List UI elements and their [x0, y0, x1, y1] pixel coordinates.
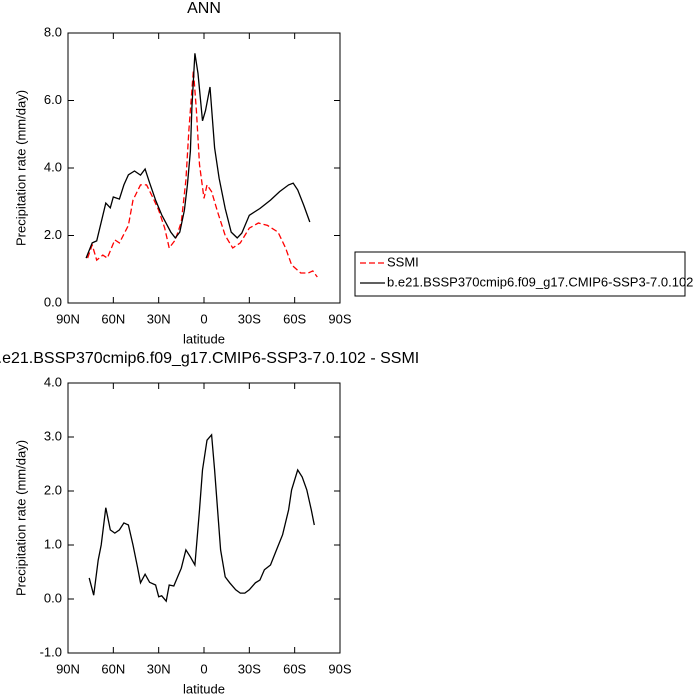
x-tick-label: 60S: [283, 661, 306, 676]
x-tick-label: 30S: [238, 311, 261, 326]
y-tick-label: 2.0: [44, 227, 62, 242]
x-tick-label: 30S: [238, 661, 261, 676]
y-tick-label: 3.0: [44, 428, 62, 443]
x-tick-label: 0: [200, 661, 207, 676]
data-line: [86, 70, 318, 278]
data-line: [88, 433, 315, 603]
plot-frame: [67, 382, 341, 654]
y-tick-label: 1.0: [44, 536, 62, 551]
x-tick-label: 90S: [328, 311, 351, 326]
y-tick-label: 8.0: [44, 24, 62, 39]
x-tick-label: 30N: [147, 311, 171, 326]
y-tick-label: 0.0: [44, 590, 62, 605]
y-axis-label: Precipitation rate (mm/day): [13, 90, 28, 246]
x-tick-label: 60N: [101, 661, 125, 676]
x-tick-label: 90N: [56, 311, 80, 326]
legend-box: [354, 251, 686, 297]
x-tick-label: 60N: [101, 311, 125, 326]
x-tick-label: 90S: [328, 661, 351, 676]
x-tick-label: 30N: [147, 661, 171, 676]
x-tick-label: 0: [200, 311, 207, 326]
chart-title: ANN: [187, 0, 221, 17]
data-line: [85, 53, 311, 259]
y-tick-label: 4.0: [44, 159, 62, 174]
x-axis-label: latitude: [183, 331, 225, 346]
x-tick-label: 60S: [283, 311, 306, 326]
x-axis-label: latitude: [183, 681, 225, 696]
y-tick-label: 0.0: [44, 294, 62, 309]
y-tick-label: -1.0: [40, 644, 62, 659]
y-axis-label: Precipitation rate (mm/day): [13, 440, 28, 596]
y-tick-label: 2.0: [44, 482, 62, 497]
y-tick-label: 4.0: [44, 374, 62, 389]
x-tick-label: 90N: [56, 661, 80, 676]
chart-title: b.e21.BSSP370cmip6.f09_g17.CMIP6-SSP3-7.…: [0, 350, 419, 367]
y-tick-label: 6.0: [44, 92, 62, 107]
plot-frame: [67, 32, 341, 304]
legend-label: SSMI: [387, 254, 419, 269]
legend-label: b.e21.BSSP370cmip6.f09_g17.CMIP6-SSP3-7.…: [387, 274, 693, 289]
